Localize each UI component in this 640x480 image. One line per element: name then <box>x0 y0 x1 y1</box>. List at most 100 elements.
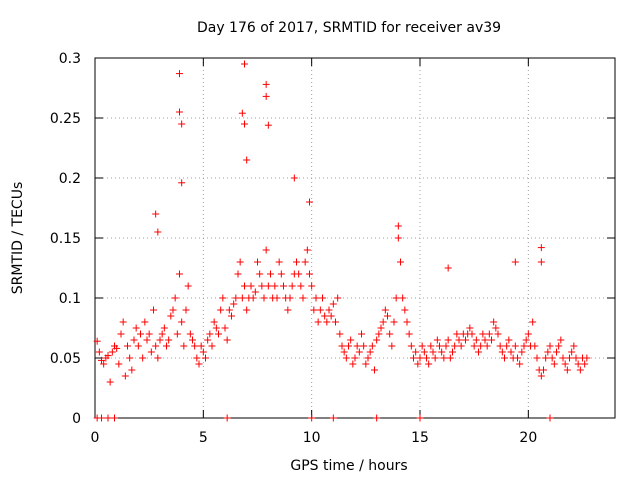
y-tick-label: 0.1 <box>59 291 81 307</box>
data-point <box>390 318 398 326</box>
data-point <box>492 324 500 332</box>
data-point <box>340 348 348 356</box>
data-point <box>93 337 101 345</box>
data-point <box>440 354 448 362</box>
data-point <box>202 354 209 362</box>
data-point <box>258 282 266 290</box>
data-point <box>134 342 142 350</box>
data-point <box>124 342 131 350</box>
data-point <box>308 282 316 290</box>
data-point <box>420 348 428 356</box>
data-point <box>176 108 183 116</box>
data-point <box>570 342 578 350</box>
y-tick-label: 0.2 <box>59 171 81 187</box>
data-point <box>444 336 452 344</box>
data-point <box>260 294 268 302</box>
data-point <box>169 306 177 314</box>
data-point <box>271 282 279 290</box>
data-point <box>490 318 498 326</box>
data-point <box>373 414 381 422</box>
data-point <box>327 312 335 320</box>
data-point <box>111 414 118 422</box>
data-point <box>156 336 164 344</box>
data-point <box>553 348 560 356</box>
data-point <box>436 342 443 350</box>
data-point <box>451 342 459 350</box>
data-point <box>425 360 433 368</box>
data-point <box>219 294 227 302</box>
data-point <box>143 336 151 344</box>
data-point <box>568 348 576 356</box>
data-point <box>98 414 105 422</box>
data-point <box>358 330 365 338</box>
data-point <box>189 336 196 344</box>
data-point <box>345 342 352 350</box>
data-point <box>132 324 140 332</box>
data-point <box>199 348 207 356</box>
data-point <box>184 282 192 290</box>
data-point <box>147 348 155 356</box>
data-point <box>176 270 183 278</box>
x-tick-label: 20 <box>519 430 537 446</box>
data-point <box>505 336 513 344</box>
x-axis-label: GPS time / hours <box>290 458 407 474</box>
data-point <box>329 300 337 308</box>
data-point <box>165 336 173 344</box>
data-point <box>115 360 123 368</box>
data-point <box>195 360 203 368</box>
data-point <box>319 294 326 302</box>
data-point <box>297 282 305 290</box>
data-point <box>139 354 147 362</box>
data-point <box>243 156 251 164</box>
data-point <box>301 258 309 266</box>
data-point <box>351 354 359 362</box>
data-point <box>288 282 296 290</box>
data-point <box>247 282 255 290</box>
data-point <box>152 342 160 350</box>
data-point <box>384 312 391 320</box>
data-point <box>546 342 554 350</box>
data-point <box>106 378 114 386</box>
data-point <box>119 318 127 326</box>
data-point <box>262 246 270 254</box>
data-point <box>472 336 480 344</box>
data-point <box>163 342 170 350</box>
data-point <box>113 344 121 352</box>
data-point <box>561 360 569 368</box>
y-tick-label: 0.05 <box>50 351 81 367</box>
data-point <box>423 354 430 362</box>
data-point <box>416 354 424 362</box>
data-point <box>542 354 550 362</box>
data-point <box>483 342 491 350</box>
data-point <box>399 294 407 302</box>
data-point <box>412 348 420 356</box>
data-point <box>210 318 218 326</box>
data-point <box>243 306 251 314</box>
y-axis-label: SRMTID / TECUs <box>10 182 26 295</box>
data-point <box>329 414 337 422</box>
data-point <box>394 222 402 230</box>
data-point <box>520 342 528 350</box>
data-point <box>537 372 545 380</box>
data-point <box>379 318 387 326</box>
data-point <box>360 342 368 350</box>
data-point <box>537 258 545 266</box>
data-point <box>334 294 342 302</box>
data-point <box>241 120 248 128</box>
data-point <box>522 336 530 344</box>
data-point <box>338 342 346 350</box>
data-point <box>303 246 311 254</box>
data-point <box>98 356 105 364</box>
data-point <box>230 300 238 308</box>
data-point <box>221 324 229 332</box>
data-point <box>273 294 281 302</box>
data-point <box>178 120 186 128</box>
data-point <box>529 318 537 326</box>
data-point <box>531 342 539 350</box>
data-point <box>418 342 426 350</box>
data-point <box>277 270 285 278</box>
data-point <box>267 270 274 278</box>
data-point <box>95 348 103 356</box>
data-point <box>332 318 339 326</box>
